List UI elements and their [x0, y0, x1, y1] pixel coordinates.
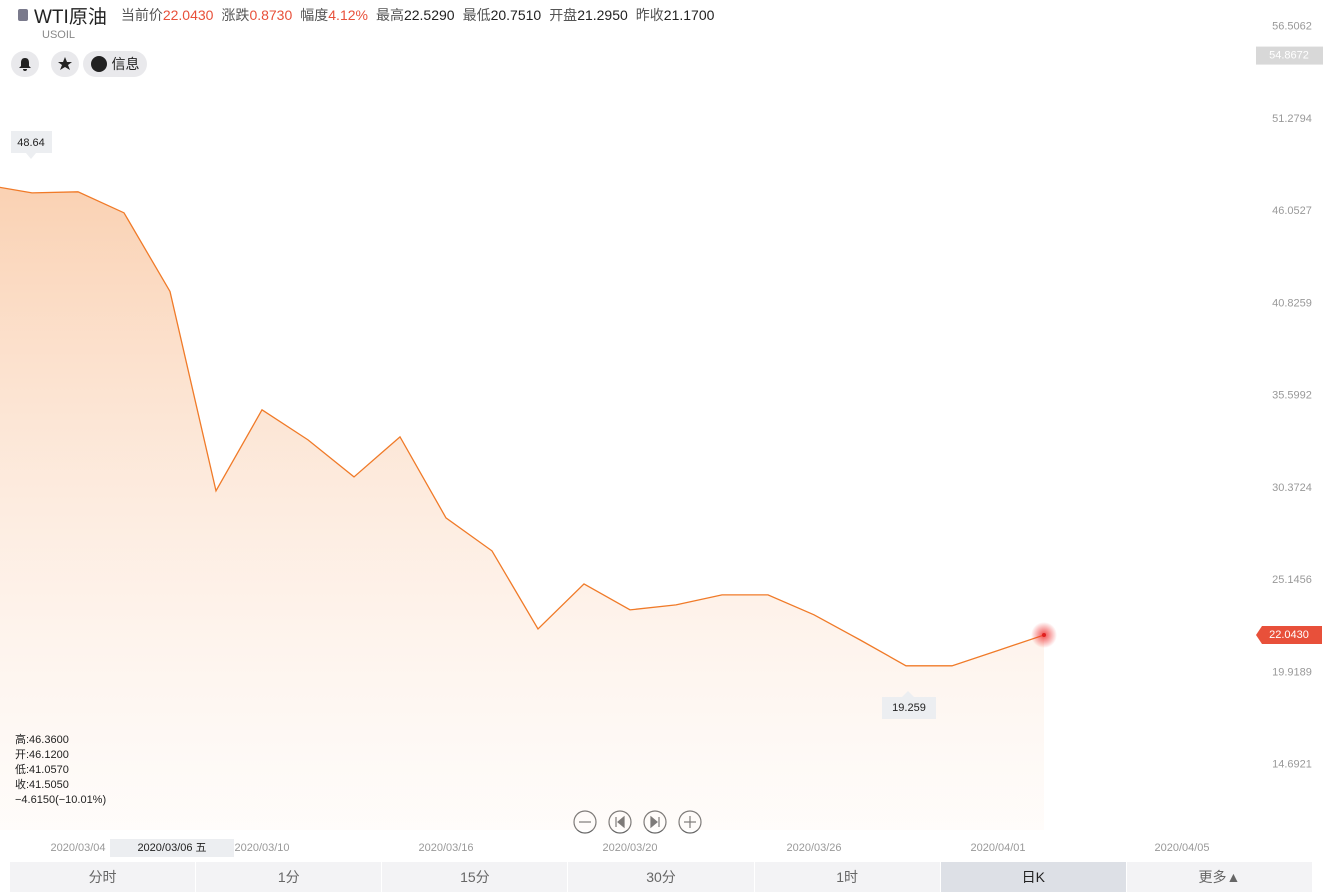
- favorite-button[interactable]: [51, 51, 79, 77]
- crosshair-date: 2020/03/06 五: [137, 842, 206, 854]
- info-label: 信息: [111, 56, 140, 72]
- period-tab[interactable]: 日K: [940, 862, 1127, 892]
- stat-value: 21.2950: [577, 7, 628, 23]
- x-tick-label: 2020/04/01: [970, 842, 1025, 854]
- min-callout: [882, 691, 936, 719]
- period-tab[interactable]: 1分: [196, 862, 383, 892]
- y-tick-label: 30.3724: [1272, 482, 1312, 494]
- min-label: 19.259: [892, 702, 926, 714]
- stat: 当前价22.0430: [121, 5, 214, 25]
- period-tab[interactable]: 分时: [10, 862, 197, 892]
- x-tick-label: 2020/03/04: [50, 842, 105, 854]
- stat: 开盘21.2950: [549, 5, 628, 25]
- stat-value: 20.7510: [490, 7, 542, 23]
- y-tick-label: 19.9189: [1272, 666, 1312, 678]
- stat-label: 最低: [462, 7, 491, 23]
- info-button[interactable]: 信息: [83, 51, 147, 77]
- crosshair-price: 54.8672: [1269, 50, 1309, 62]
- price-line: [0, 186, 1045, 667]
- ohlc-line: 开:46.1200: [15, 749, 69, 761]
- symbol: USOIL: [42, 29, 76, 41]
- ohlc-box: 高:46.3600 开:46.1200 低:41.0570 收:41.5050 −4.6…: [15, 733, 106, 808]
- ohlc-line: 收:41.5050: [15, 779, 69, 791]
- stat-value: 0.8730: [249, 7, 293, 23]
- stat: 昨收21.1700: [636, 5, 715, 25]
- ohlc-line: −4.6150(−10.01%): [15, 794, 107, 806]
- y-tick-label: 25.1456: [1272, 574, 1312, 586]
- area: [0, 187, 1044, 830]
- stat-label: 涨跌: [221, 7, 250, 23]
- ohlc-line: 低:41.0570: [15, 764, 69, 776]
- stat: 幅度4.12%: [300, 5, 368, 25]
- period-tab[interactable]: 30分: [568, 862, 755, 892]
- stat-label: 最高: [375, 7, 404, 23]
- max-callout: [11, 131, 52, 159]
- alert-button[interactable]: [11, 51, 39, 77]
- y-tick-label: 51.2794: [1272, 113, 1312, 125]
- stat-value: 22.5290: [403, 7, 455, 23]
- stat-value: 22.0430: [162, 7, 214, 23]
- x-tick-label: 2020/03/10: [234, 842, 289, 854]
- last-price-tag: [1256, 626, 1322, 645]
- x-tick-label: 2020/03/16: [418, 842, 473, 854]
- x-tick-label: 2020/03/26: [786, 842, 841, 854]
- stat-value: 21.1700: [663, 7, 715, 23]
- stat-label: 开盘: [549, 7, 578, 23]
- period-tab[interactable]: 15分: [382, 862, 569, 892]
- last-point: [1042, 633, 1046, 638]
- y-tick-label: 14.6921: [1272, 759, 1312, 771]
- crosshair-date-box: [110, 839, 234, 857]
- icon: [18, 9, 28, 21]
- x-tick-label: 2020/04/05: [1154, 842, 1209, 854]
- icon: [90, 56, 107, 72]
- x-tick-label: 2020/03/20: [602, 842, 657, 854]
- y-tick-label: 40.8259: [1272, 297, 1312, 309]
- stat: 涨跌0.8730: [221, 5, 292, 25]
- title[interactable]: WTI原油: [34, 6, 107, 28]
- stat: 最低20.7510: [463, 5, 542, 25]
- header: WTI原油 当前价22.0430 涨跌0.8730 幅度4.12% 最高22.5290 最…: [18, 4, 722, 28]
- stat-label: 当前价: [120, 7, 163, 23]
- last-price-label: 22.0430: [1269, 629, 1309, 641]
- period-tabs: 分时 1分 15分 30分 1时 日K 更多▲: [10, 862, 1313, 892]
- y-tick-label: 35.5992: [1272, 390, 1312, 402]
- max-label: 48.64: [17, 137, 45, 149]
- period-tab[interactable]: 更多▲: [1127, 862, 1313, 892]
- stat-label: 幅度: [300, 7, 329, 23]
- stat-label: 昨收: [635, 7, 664, 23]
- y-tick-label: 46.0527: [1272, 205, 1312, 217]
- stat-value: 4.12%: [328, 7, 368, 23]
- stat: 最高22.5290: [376, 5, 455, 25]
- crosshair-price-box: [1256, 46, 1323, 65]
- ohlc-line: 高:46.3600: [15, 734, 69, 746]
- y-tick-label: 56.5062: [1272, 21, 1312, 33]
- period-tab[interactable]: 1时: [755, 862, 941, 892]
